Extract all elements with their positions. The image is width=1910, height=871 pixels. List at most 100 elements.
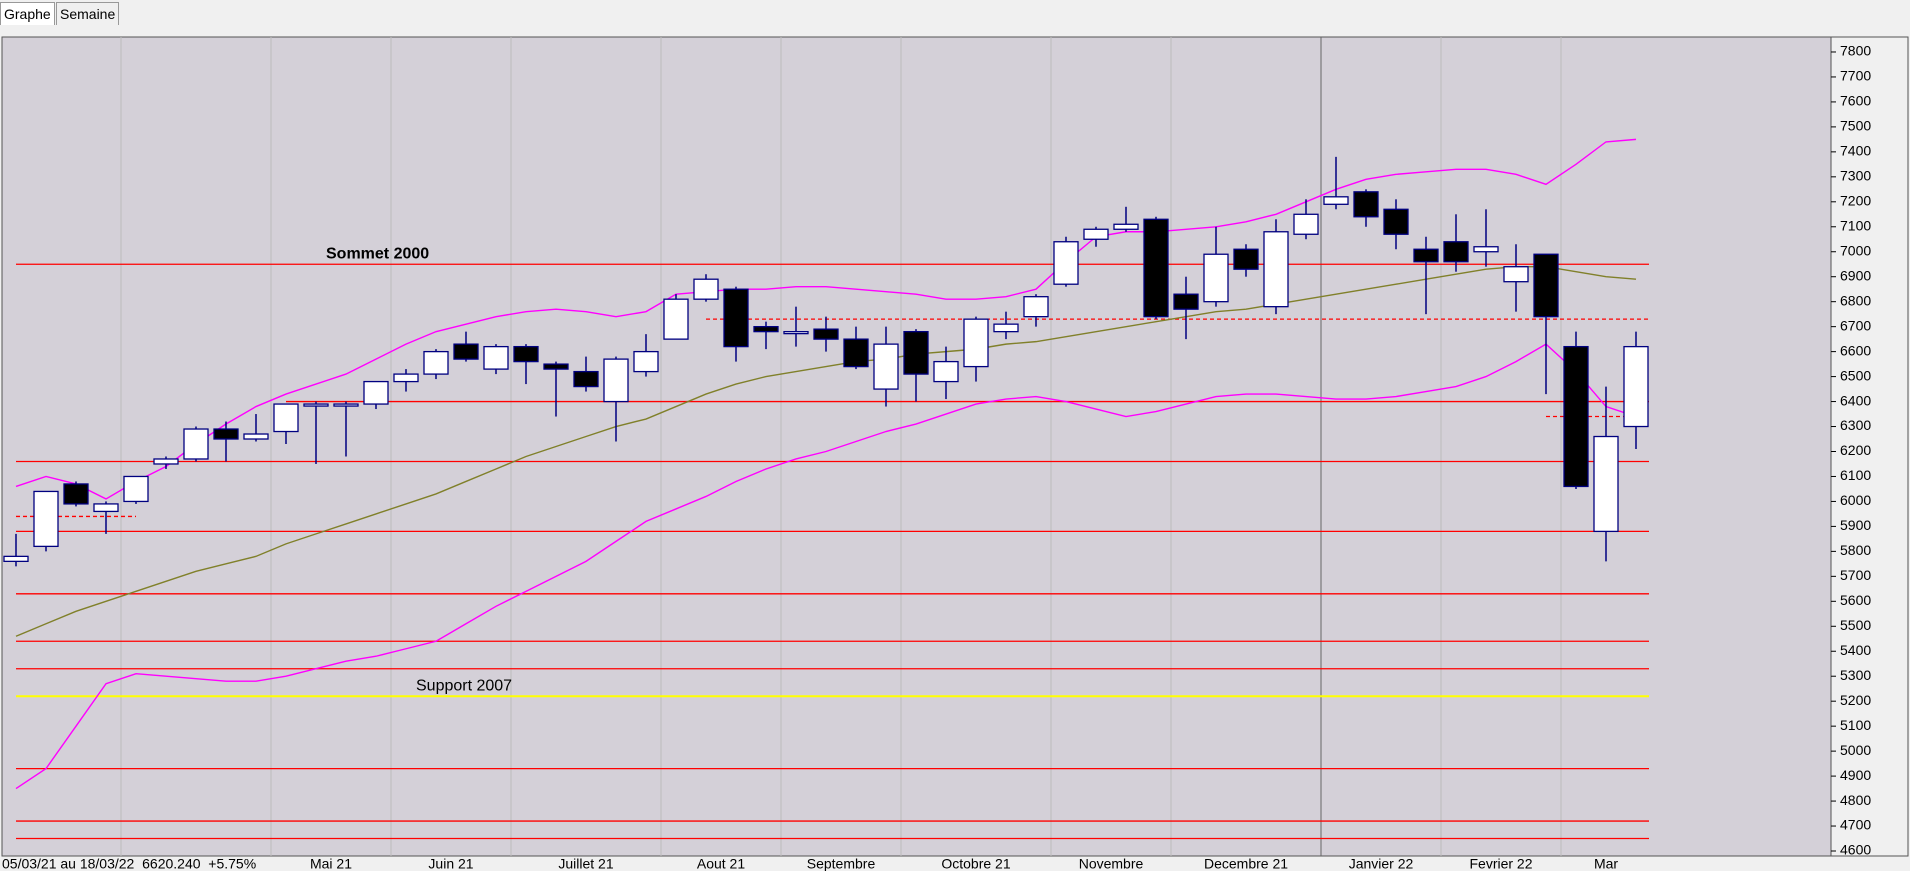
- candle-body: [453, 343, 479, 360]
- tab[interactable]: Semaine: [56, 2, 120, 25]
- y-tick-label: 5200: [1840, 692, 1871, 708]
- y-tick-label: 6400: [1840, 392, 1871, 408]
- x-tick-label: Janvier 22: [1349, 856, 1414, 871]
- y-tick-label: 7600: [1840, 93, 1871, 109]
- y-tick-label: 6700: [1840, 317, 1871, 333]
- y-tick-label: 4800: [1840, 792, 1871, 808]
- y-tick-label: 6000: [1840, 492, 1871, 508]
- candle-body: [1113, 223, 1139, 230]
- candle-body: [1143, 218, 1169, 318]
- y-tick-label: 5500: [1840, 617, 1871, 633]
- candle-body: [93, 503, 119, 513]
- candle-body: [1593, 435, 1619, 533]
- x-tick-label: Decembre 21: [1204, 856, 1288, 871]
- candle-body: [1083, 228, 1109, 240]
- y-tick-label: 7000: [1840, 242, 1871, 258]
- tab[interactable]: Graphe: [0, 2, 55, 25]
- candle-body: [1443, 241, 1469, 263]
- candle-body: [873, 343, 899, 390]
- candle-body: [693, 278, 719, 300]
- candle-body: [213, 428, 239, 440]
- candle-body: [843, 338, 869, 368]
- y-tick-label: 4600: [1840, 842, 1871, 858]
- candle-body: [993, 323, 1019, 333]
- candle-body: [3, 555, 29, 563]
- candle-body: [183, 428, 209, 460]
- x-tick-label: Fevrier 22: [1469, 856, 1532, 871]
- y-tick-label: 6500: [1840, 367, 1871, 383]
- candle-body: [273, 403, 299, 433]
- chart: Mai 21 Juin 21 Juillet 21 Aout 21 Septembre O…: [1, 36, 1909, 871]
- candle-body: [1563, 345, 1589, 488]
- y-tick-label: 5900: [1840, 517, 1871, 533]
- candle-body: [1323, 196, 1349, 205]
- candle-body: [423, 350, 449, 375]
- candle-body: [33, 490, 59, 548]
- y-tick-label: 7700: [1840, 68, 1871, 84]
- candle-body: [153, 458, 179, 465]
- y-tick-label: 6900: [1840, 267, 1871, 283]
- y-tick-label: 4700: [1840, 817, 1871, 833]
- y-tick-label: 5400: [1840, 642, 1871, 658]
- candle-body: [783, 330, 809, 335]
- candle-body: [933, 360, 959, 383]
- y-tick-label: 7400: [1840, 143, 1871, 159]
- candle-body: [1503, 266, 1529, 283]
- candle-body: [1233, 248, 1259, 270]
- x-tick-label: Aout 21: [697, 856, 745, 871]
- x-tick-label: Mai 21: [310, 856, 352, 871]
- candle-body: [543, 363, 569, 370]
- y-tick-label: 7500: [1840, 118, 1871, 134]
- y-tick-label: 5100: [1840, 717, 1871, 733]
- y-tick-label: 7100: [1840, 217, 1871, 233]
- y-tick-label: 6300: [1840, 417, 1871, 433]
- y-tick-label: 5300: [1840, 667, 1871, 683]
- x-tick-label: Novembre: [1079, 856, 1144, 871]
- candle-body: [483, 345, 509, 370]
- candle-body: [333, 403, 359, 407]
- indicator-line: [15, 138, 1637, 500]
- candle-body: [1353, 191, 1379, 218]
- indicator-line: [15, 266, 1637, 637]
- x-tick-label: Mar: [1594, 856, 1618, 871]
- candle-body: [633, 350, 659, 373]
- candle-body: [1053, 241, 1079, 285]
- candle-body: [1173, 293, 1199, 310]
- candle-body: [1023, 296, 1049, 318]
- candle-body: [1383, 208, 1409, 235]
- y-tick-label: 7300: [1840, 168, 1871, 184]
- y-tick-label: 5000: [1840, 742, 1871, 758]
- y-tick-label: 4900: [1840, 767, 1871, 783]
- x-tick-label: Septembre: [807, 856, 876, 871]
- y-tick-label: 7800: [1840, 43, 1871, 59]
- y-tick-label: 6600: [1840, 342, 1871, 358]
- candle-body: [1293, 213, 1319, 235]
- candle-body: [903, 330, 929, 375]
- candle-body: [723, 288, 749, 348]
- candle-body: [663, 298, 689, 340]
- y-tick-label: 5800: [1840, 542, 1871, 558]
- candle-body: [1203, 253, 1229, 303]
- y-tick-label: 6800: [1840, 292, 1871, 308]
- candle-body: [243, 433, 269, 440]
- y-tick-label: 6100: [1840, 467, 1871, 483]
- y-axis-area: [1830, 36, 1909, 857]
- y-tick-label: 6200: [1840, 442, 1871, 458]
- candle-body: [1533, 253, 1559, 318]
- candle-body: [513, 345, 539, 363]
- status-text: 05/03/21 au 18/03/22 6620.240 +5.75%: [2, 856, 256, 871]
- candle-body: [573, 370, 599, 388]
- candle-body: [303, 403, 329, 407]
- annotation: Support 2007: [416, 677, 512, 694]
- candle-body: [603, 358, 629, 403]
- candle-body: [1413, 248, 1439, 263]
- candle-body: [1263, 231, 1289, 308]
- candle-body: [123, 475, 149, 503]
- candle-body: [963, 318, 989, 368]
- x-tick-label: Juin 21: [428, 856, 473, 871]
- candle-body: [753, 325, 779, 333]
- annotation: Sommet 2000: [326, 245, 429, 262]
- candle-body: [63, 483, 89, 505]
- x-tick-label: Juillet 21: [558, 856, 613, 871]
